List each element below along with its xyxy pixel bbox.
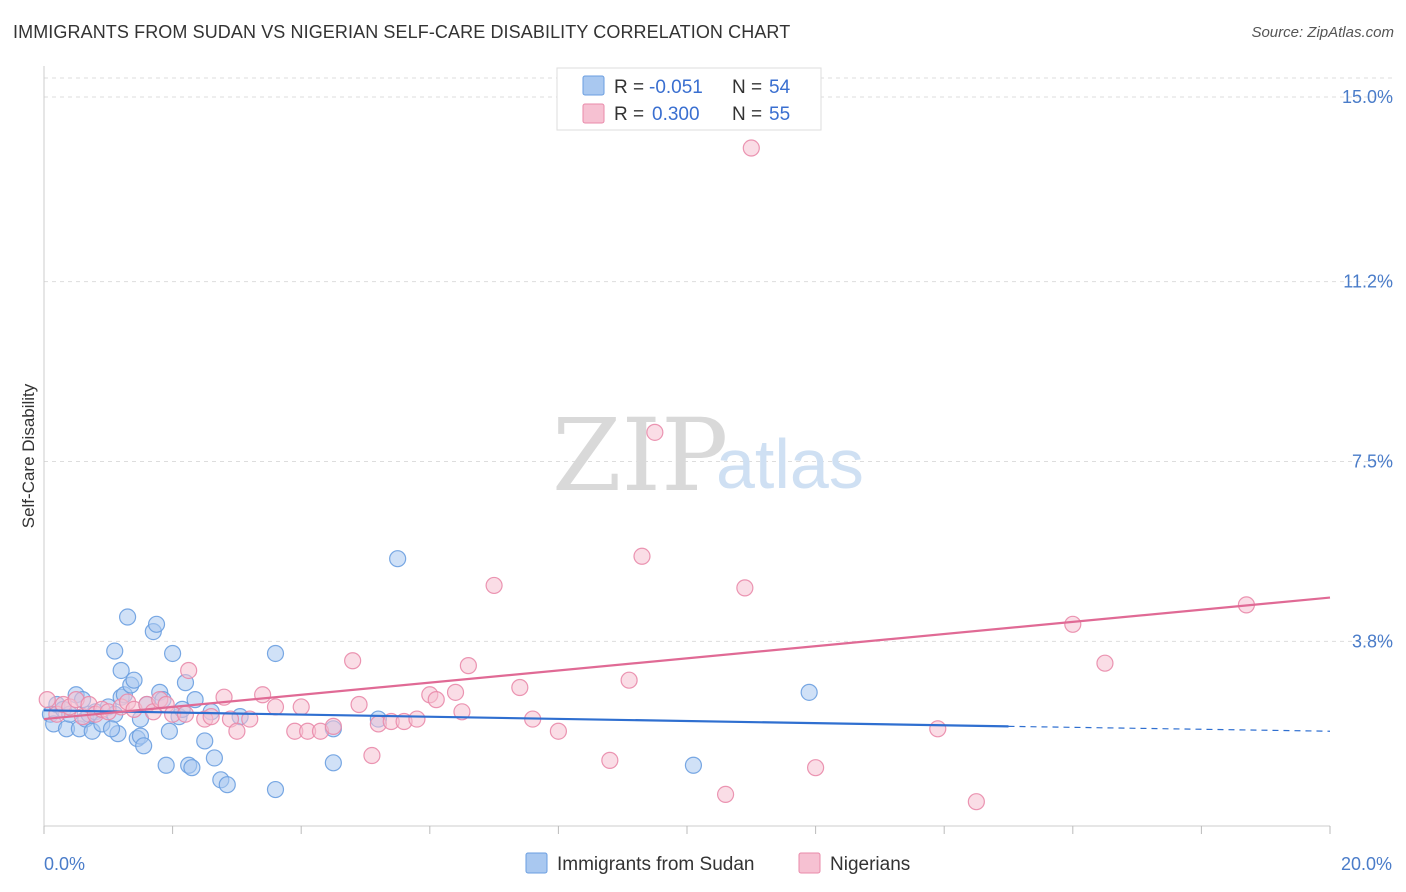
sudan-point xyxy=(266,644,285,663)
sudan-point xyxy=(147,615,166,633)
series-legend: Immigrants from Sudan Nigerians xyxy=(525,852,910,875)
nigerian-point xyxy=(202,708,220,726)
watermark-atlas: atlas xyxy=(716,425,864,503)
stats-legend: R = -0.051 N = 54 R = 0.300 N = 55 xyxy=(556,67,822,131)
bottom-legend-swatch-sudan xyxy=(525,852,548,874)
sudan-point xyxy=(196,732,214,750)
sudan-point xyxy=(160,722,178,740)
sudan-point xyxy=(324,754,342,772)
nigerian-point xyxy=(511,678,529,697)
bottom-legend-label-nigerian: Nigerians xyxy=(830,854,910,875)
x-tick-label-min: 0.0% xyxy=(44,854,85,874)
chart-title: IMMIGRANTS FROM SUDAN VS NIGERIAN SELF-C… xyxy=(13,22,791,42)
sudan-point xyxy=(205,749,223,767)
sudan-point xyxy=(157,756,175,774)
nigerian-point xyxy=(601,751,619,769)
sudan-point xyxy=(800,683,818,701)
sudan-point xyxy=(125,671,143,689)
sudan-point xyxy=(266,780,285,799)
sudan-point xyxy=(164,644,182,663)
nigerian-point xyxy=(427,691,445,709)
nigerian-trend-line xyxy=(43,596,1331,721)
nigerian-point xyxy=(344,652,362,670)
legend-r-label-sudan: R = xyxy=(614,77,644,98)
nigerian-point xyxy=(176,705,195,723)
legend-r-label-nigerian: R = xyxy=(614,104,644,125)
watermark-zip: ZIP xyxy=(552,397,728,514)
legend-n-label-sudan: N = xyxy=(732,77,762,98)
source-credit: Source: ZipAtlas.com xyxy=(1251,24,1394,41)
legend-swatch-sudan xyxy=(582,75,605,96)
nigerian-point xyxy=(806,759,825,777)
sudan-trend-line xyxy=(43,709,1009,728)
trend-lines xyxy=(43,596,1331,732)
nigerian-point xyxy=(716,785,735,804)
nigerian-point xyxy=(1096,654,1114,672)
sudan-point xyxy=(218,776,236,794)
nigerian-point xyxy=(646,423,664,441)
sudan-point xyxy=(112,661,130,680)
nigerian-point xyxy=(254,686,272,704)
sudan-point xyxy=(135,737,153,755)
grid-lines xyxy=(44,77,1392,642)
x-tick-label-max: 20.0% xyxy=(1341,854,1392,874)
nigerian-point xyxy=(1064,615,1082,633)
nigerian-point xyxy=(180,661,198,680)
watermark: ZIP atlas xyxy=(552,397,864,514)
nigerian-point xyxy=(292,698,310,716)
nigerian-point xyxy=(967,793,985,811)
sudan-point xyxy=(389,550,407,568)
legend-r-value-sudan: -0.051 xyxy=(649,77,703,98)
bottom-legend-label-sudan: Immigrants from Sudan xyxy=(557,854,754,875)
nigerian-point xyxy=(324,717,342,735)
legend-n-label-nigerian: N = xyxy=(732,104,762,125)
nigerian-point xyxy=(38,691,56,709)
nigerian-point xyxy=(485,576,503,595)
y-tick-labels: 3.8% 7.5% 11.2% 15.0% xyxy=(1342,87,1393,651)
nigerian-point xyxy=(929,720,947,738)
nigerian-point xyxy=(350,695,368,714)
nigerian-point xyxy=(241,710,259,728)
nigerian-point xyxy=(549,722,568,740)
y-tick-label: 15.0% xyxy=(1342,87,1393,107)
legend-n-value-nigerian: 55 xyxy=(769,104,790,125)
x-ticks: 0.0% 20.0% xyxy=(43,826,1392,874)
nigerian-point xyxy=(408,710,426,728)
nigerian-point xyxy=(228,722,246,740)
nigerian-point xyxy=(742,139,760,157)
y-tick-label: 11.2% xyxy=(1343,272,1393,292)
legend-r-value-nigerian: 0.300 xyxy=(652,104,700,125)
y-axis-label: Self-Care Disability xyxy=(19,383,38,528)
data-points xyxy=(38,139,1256,811)
sudan-trend-extension xyxy=(1008,725,1331,732)
sudan-point xyxy=(102,720,121,738)
legend-swatch-nigerian xyxy=(582,103,605,124)
nigerian-point xyxy=(453,703,471,721)
bottom-legend-swatch-nigerian xyxy=(798,852,821,874)
nigerian-point xyxy=(620,671,638,689)
nigerian-point xyxy=(633,547,651,565)
y-tick-label: 7.5% xyxy=(1352,452,1393,472)
nigerian-point xyxy=(736,579,754,597)
nigerian-point xyxy=(446,683,465,701)
nigerian-point xyxy=(266,698,285,716)
sudan-point xyxy=(684,756,703,774)
legend-n-value-sudan: 54 xyxy=(769,77,791,98)
sudan-point xyxy=(118,608,137,626)
nigerian-point xyxy=(459,657,477,675)
sudan-point xyxy=(183,759,201,777)
y-tick-label: 3.8% xyxy=(1352,631,1393,651)
sudan-point xyxy=(106,642,124,660)
nigerian-point xyxy=(363,746,381,765)
